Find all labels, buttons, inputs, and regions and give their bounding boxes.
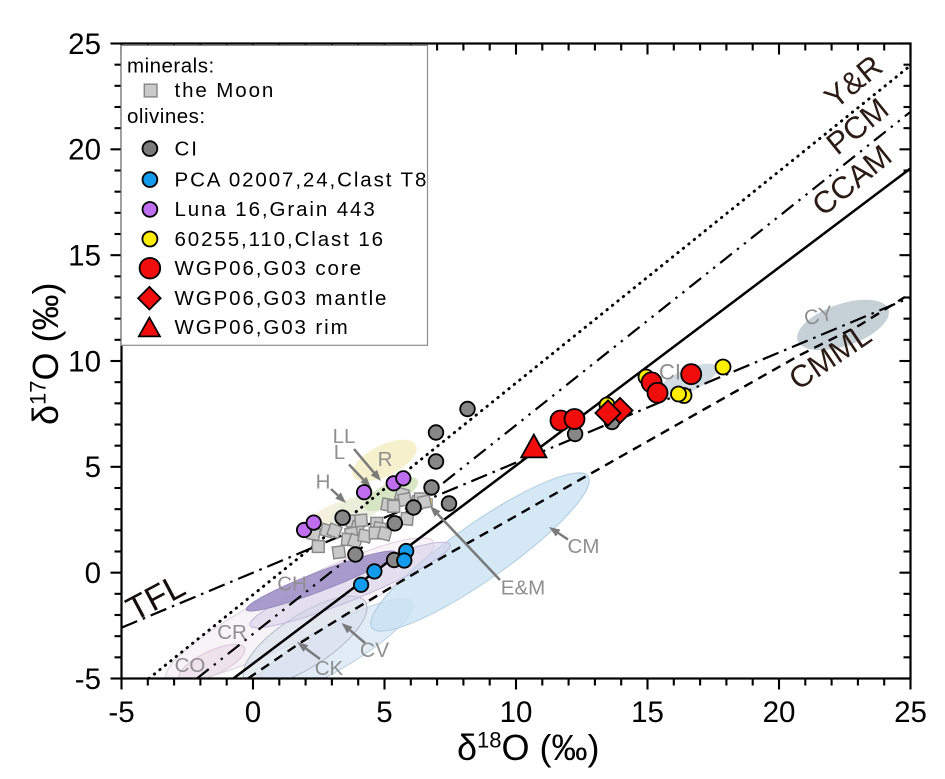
- svg-text:5: 5: [85, 451, 101, 484]
- svg-text:25: 25: [894, 696, 927, 729]
- svg-text:olivines:: olivines:: [127, 105, 206, 128]
- svg-text:60255,110,Clast 16: 60255,110,Clast 16: [175, 228, 385, 251]
- svg-text:20: 20: [763, 696, 796, 729]
- svg-text:minerals:: minerals:: [127, 54, 215, 77]
- svg-text:25: 25: [68, 28, 101, 61]
- svg-text:L: L: [334, 441, 345, 464]
- svg-text:δ18O (‰): δ18O (‰): [457, 727, 600, 768]
- svg-text:10: 10: [68, 345, 101, 378]
- svg-text:CK: CK: [315, 657, 344, 680]
- svg-text:10: 10: [500, 696, 533, 729]
- svg-text:-5: -5: [108, 696, 134, 729]
- svg-text:CV: CV: [360, 639, 389, 662]
- svg-text:CH: CH: [277, 573, 307, 596]
- svg-text:Luna 16,Grain 443: Luna 16,Grain 443: [175, 198, 377, 221]
- svg-text:0: 0: [85, 557, 101, 590]
- svg-text:PCA 02007,24,Clast T8: PCA 02007,24,Clast T8: [175, 168, 429, 191]
- svg-text:LL: LL: [333, 425, 356, 448]
- svg-text:20: 20: [68, 134, 101, 167]
- svg-text:15: 15: [631, 696, 664, 729]
- svg-text:CO: CO: [175, 654, 206, 677]
- svg-text:15: 15: [68, 240, 101, 273]
- svg-text:-5: -5: [75, 663, 101, 696]
- svg-text:5: 5: [376, 696, 392, 729]
- svg-text:WGP06,G03 mantle: WGP06,G03 mantle: [175, 287, 389, 310]
- svg-text:CI: CI: [175, 137, 199, 160]
- svg-text:δ17O (‰): δ17O (‰): [25, 282, 66, 425]
- svg-text:E&M: E&M: [501, 577, 545, 600]
- svg-text:WGP06,G03 rim: WGP06,G03 rim: [175, 316, 350, 339]
- svg-text:WGP06,G03 core: WGP06,G03 core: [175, 257, 363, 280]
- svg-text:0: 0: [245, 696, 261, 729]
- svg-text:the Moon: the Moon: [175, 79, 276, 102]
- svg-text:H: H: [316, 471, 331, 494]
- svg-text:CI: CI: [659, 360, 681, 385]
- svg-text:R: R: [378, 448, 393, 471]
- svg-text:CM: CM: [568, 535, 600, 558]
- svg-text:CR: CR: [217, 621, 247, 644]
